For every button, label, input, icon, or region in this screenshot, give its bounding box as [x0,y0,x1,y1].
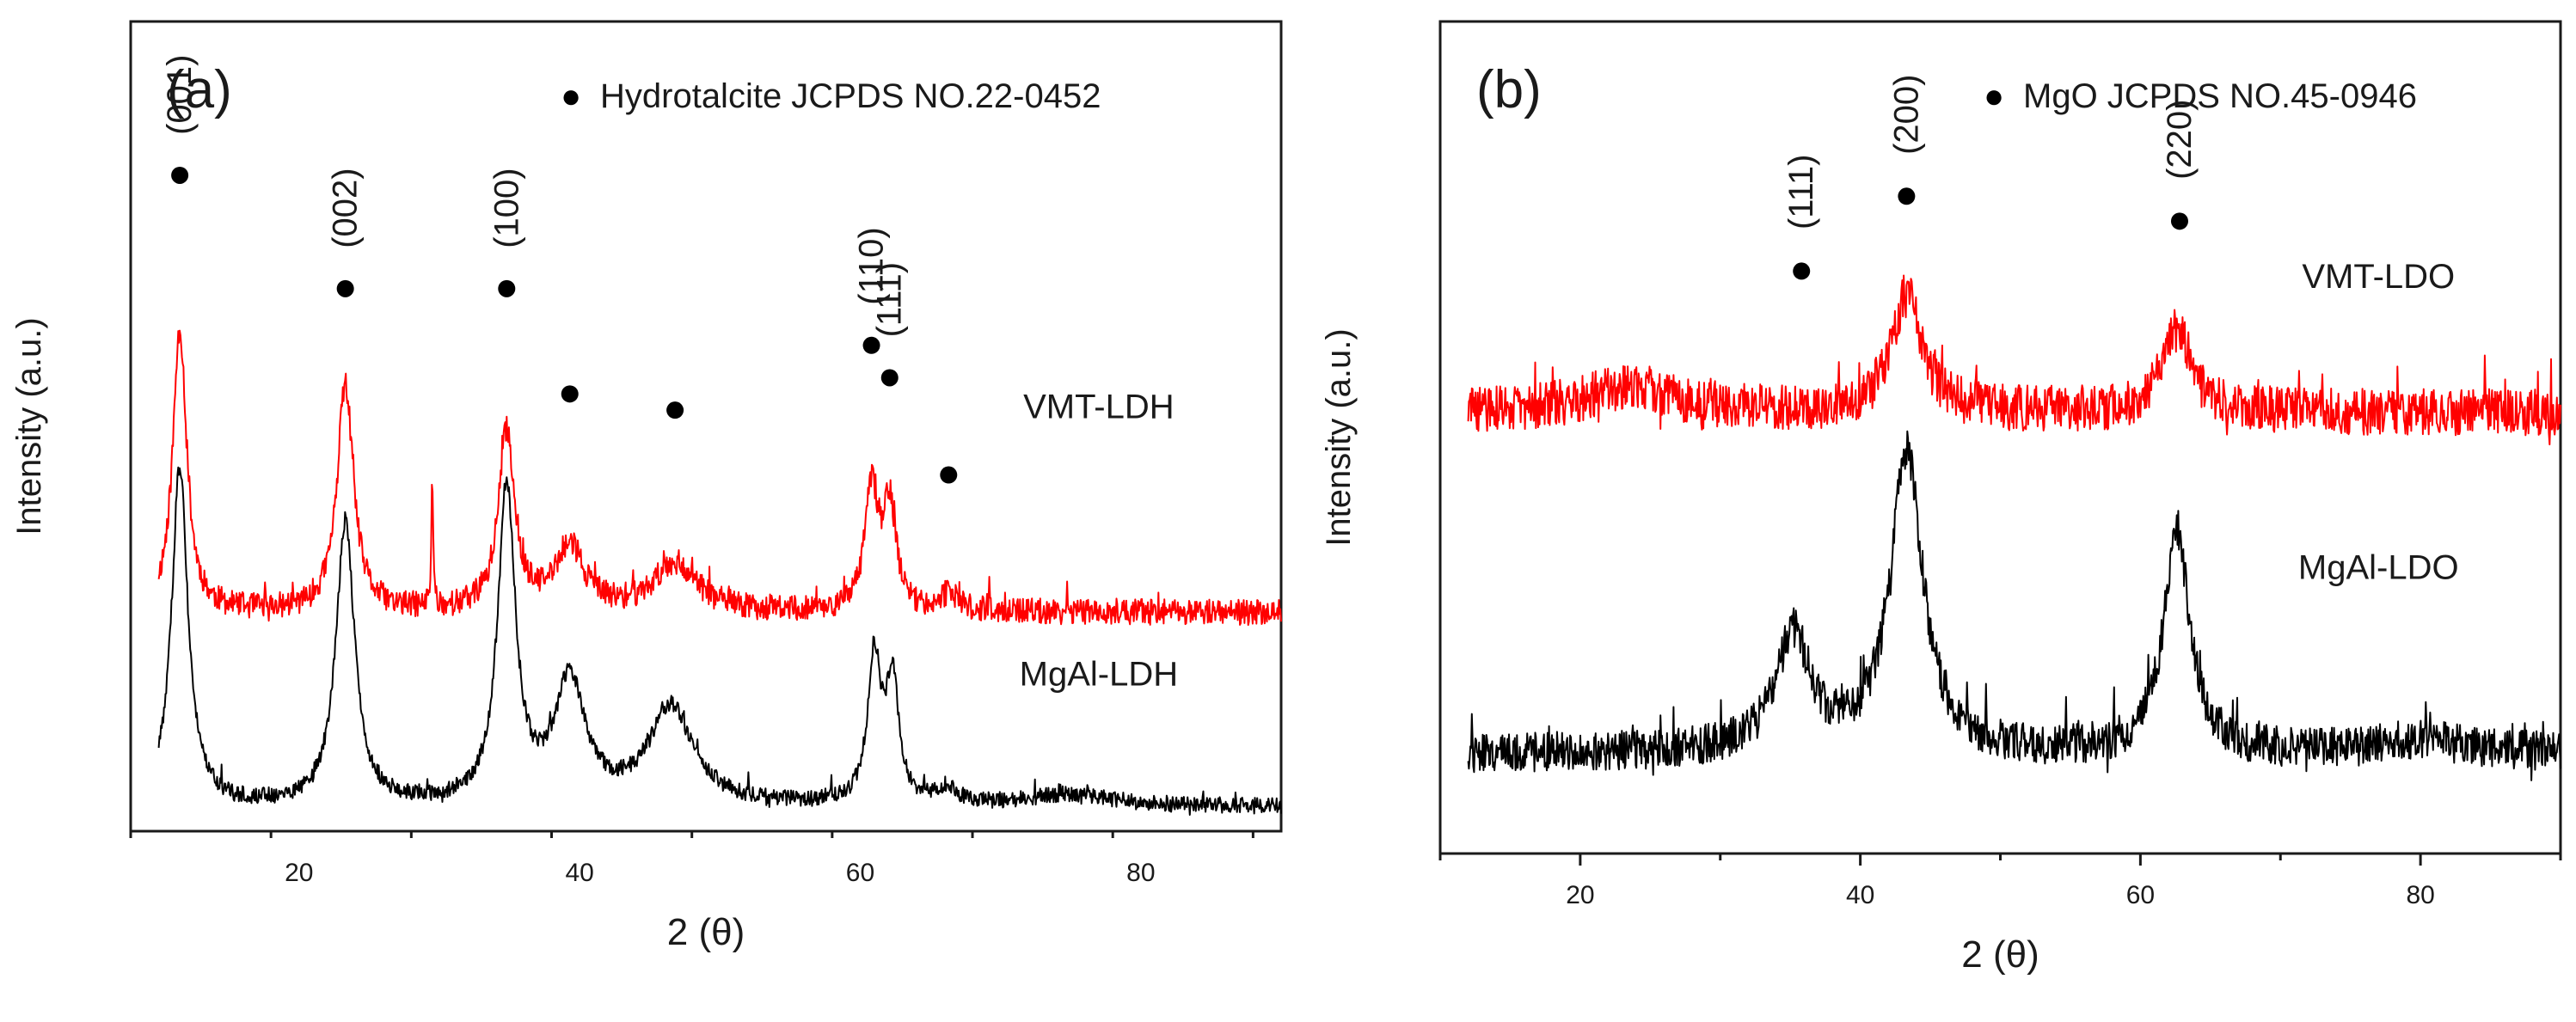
legend-marker-icon: ● [561,77,581,115]
peak-marker-dot [1898,187,1916,205]
peak-marker-dot [940,466,958,484]
series-line-vmt-ldh [157,329,1282,627]
peak-marker-dot [171,166,189,184]
peak-label: (200) [1887,74,1925,154]
x-tick-label: 20 [285,859,313,887]
y-axis-label: Intensity (a.u.) [1320,328,1358,546]
series-label: VMT-LDO [2302,258,2455,296]
legend-marker-icon: ● [1984,77,2004,115]
panel-b-xrd-chart: 20 40 60 80 2 (θ) Intensity (a.u.) (b) ● MgO JCP… [1320,20,2562,976]
x-tick-label: 60 [2126,881,2155,909]
peak-marker-dot [2170,212,2188,230]
peak-label: (100) [488,168,525,248]
peak-label: (002) [327,168,365,248]
x-tick-label: 80 [1126,859,1155,887]
peak-marker-dot [862,336,880,354]
series-line-mgal-ldh [157,466,1282,816]
peak-marker-dot [336,279,354,297]
panel-a-xrd-chart: 20 40 60 80 2 (θ) Intensity (a.u.) (a) ● Hydrota… [10,20,1283,953]
x-tick-label: 20 [1566,881,1594,909]
legend-text: MgO JCPDS NO.45-0946 [2023,77,2417,115]
plot-frame [129,20,1283,833]
x-tick-label: 80 [2406,881,2434,909]
peak-marker-dot [1793,262,1811,280]
x-tick-label: 40 [1846,881,1874,909]
x-axis-label: 2 (θ) [1961,933,2039,976]
peak-label: (111) [871,262,909,337]
series-line-vmt-ldo [1467,274,2561,446]
peak-label: (220) [2161,100,2199,180]
panel-label: (a) [167,60,232,119]
peak-marker-dot [880,369,899,387]
peak-label: (001) [161,54,199,134]
y-axis-label: Intensity (a.u.) [10,317,48,535]
peak-marker-dot [561,385,579,403]
x-tick-label: 60 [846,859,874,887]
peak-label: (110) [853,227,891,304]
series-label: MgAl-LDO [2298,549,2459,587]
peak-marker-dot [666,401,684,419]
x-axis-label: 2 (θ) [667,911,745,953]
peak-marker-dot [498,279,516,297]
series-label: MgAl-LDH [1020,655,1178,693]
series-label: VMT-LDH [1023,389,1175,426]
peak-label: (111) [1782,155,1820,229]
x-tick-label: 40 [565,859,593,887]
panel-label: (b) [1476,60,1542,119]
legend-text: Hydrotalcite JCPDS NO.22-0452 [600,77,1101,115]
series-line-mgal-ldo [1467,430,2561,781]
